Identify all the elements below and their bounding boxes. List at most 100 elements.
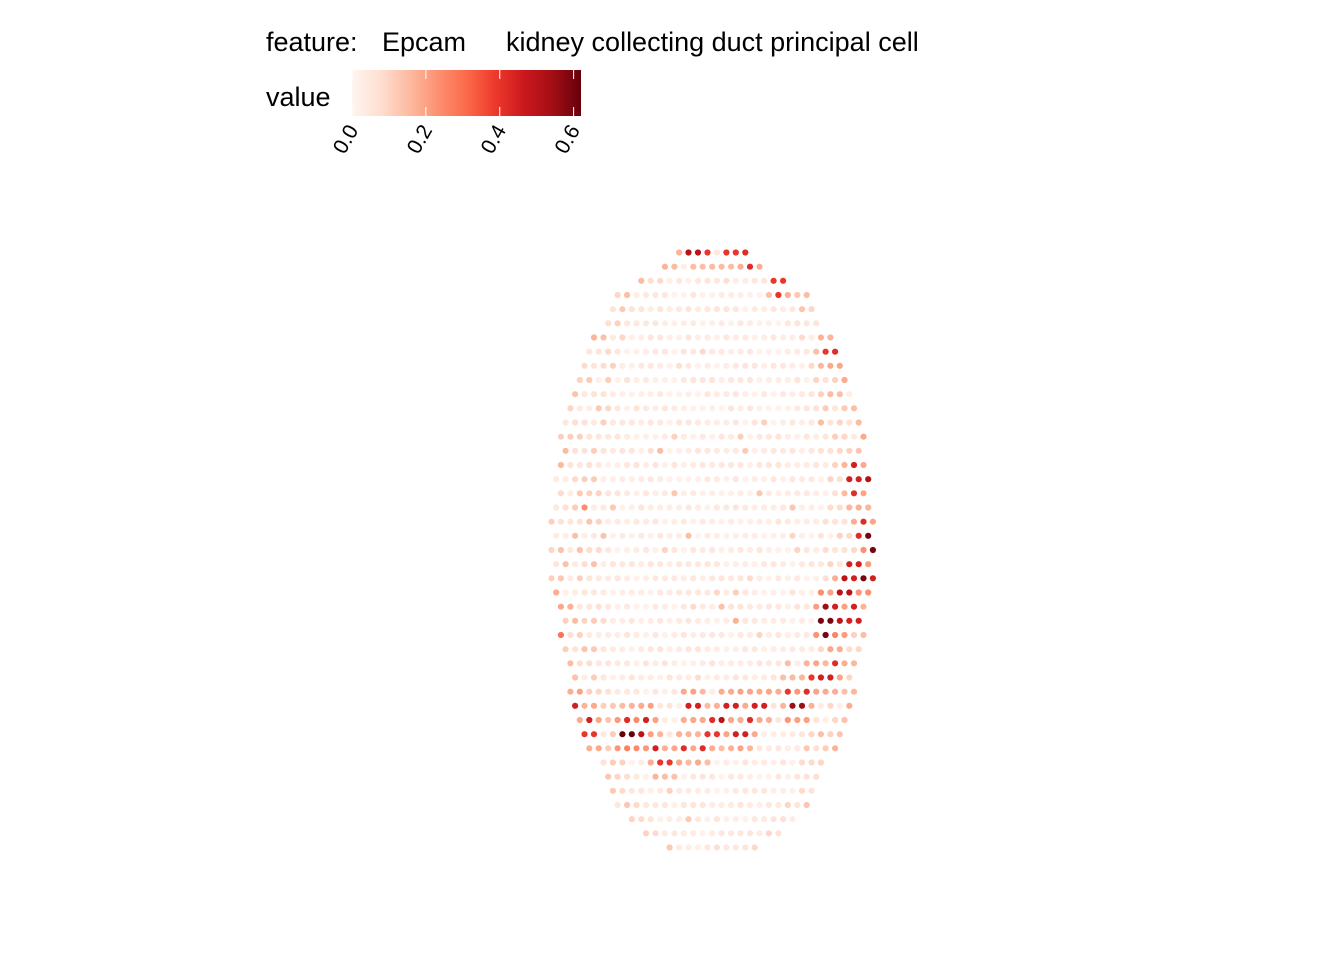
spot bbox=[685, 532, 692, 539]
spot bbox=[638, 334, 645, 341]
spot bbox=[742, 447, 749, 454]
spot bbox=[690, 461, 697, 469]
spot bbox=[756, 546, 763, 554]
spot bbox=[652, 546, 659, 554]
spot bbox=[647, 362, 654, 369]
spot bbox=[657, 759, 664, 766]
spot bbox=[676, 391, 683, 398]
spot bbox=[709, 291, 716, 299]
spot bbox=[817, 646, 825, 653]
spot bbox=[756, 603, 763, 610]
spot bbox=[671, 660, 678, 667]
spot bbox=[642, 716, 650, 724]
spot bbox=[709, 631, 716, 639]
spot bbox=[671, 688, 678, 695]
spot bbox=[647, 787, 654, 794]
spot bbox=[827, 646, 834, 653]
spot bbox=[576, 433, 583, 440]
spot bbox=[661, 461, 669, 469]
spot bbox=[869, 546, 877, 554]
spot bbox=[690, 716, 697, 724]
spot bbox=[756, 660, 763, 667]
spot bbox=[647, 674, 654, 681]
spot bbox=[609, 646, 617, 653]
spot bbox=[553, 504, 560, 511]
spot bbox=[638, 504, 645, 511]
spot bbox=[676, 674, 683, 681]
spot bbox=[822, 688, 829, 695]
spot bbox=[713, 816, 721, 823]
spot bbox=[661, 745, 669, 752]
spot bbox=[846, 476, 853, 483]
spot bbox=[723, 589, 730, 596]
spot bbox=[676, 249, 683, 256]
spot bbox=[713, 646, 721, 653]
spot bbox=[718, 518, 725, 525]
spot bbox=[789, 504, 796, 511]
spot bbox=[794, 490, 801, 497]
spot bbox=[638, 277, 645, 284]
spot bbox=[846, 419, 853, 426]
spot bbox=[619, 532, 626, 539]
spot bbox=[605, 603, 612, 610]
spot bbox=[680, 320, 687, 327]
spot bbox=[850, 660, 858, 667]
spot bbox=[841, 376, 848, 384]
spot bbox=[595, 716, 602, 724]
spot bbox=[846, 646, 853, 653]
spot bbox=[737, 745, 744, 752]
spot bbox=[699, 518, 706, 525]
spot bbox=[803, 688, 810, 695]
spot bbox=[694, 617, 702, 624]
spot bbox=[666, 504, 673, 511]
spot bbox=[642, 291, 650, 299]
spot bbox=[822, 745, 829, 752]
spot bbox=[562, 419, 569, 426]
title-feature-value: Epcam bbox=[382, 27, 466, 57]
spot bbox=[694, 391, 702, 398]
spot bbox=[751, 476, 758, 483]
spot bbox=[836, 617, 843, 624]
spot bbox=[728, 461, 735, 469]
spot bbox=[624, 320, 631, 327]
spot bbox=[586, 546, 593, 554]
spot bbox=[803, 490, 810, 497]
spot bbox=[619, 617, 626, 624]
spot bbox=[600, 617, 607, 624]
spot bbox=[590, 447, 598, 454]
spot bbox=[808, 617, 815, 624]
spot bbox=[624, 745, 631, 752]
spot bbox=[775, 546, 782, 554]
spot bbox=[713, 504, 721, 511]
spot bbox=[600, 589, 607, 596]
spot bbox=[789, 476, 796, 483]
spot bbox=[709, 603, 716, 610]
spot bbox=[850, 631, 858, 639]
spot bbox=[832, 603, 839, 610]
spot bbox=[690, 745, 697, 752]
spot bbox=[699, 546, 706, 554]
spot bbox=[595, 433, 602, 440]
spot bbox=[784, 461, 791, 469]
spot bbox=[633, 660, 640, 667]
spot bbox=[751, 306, 758, 313]
spot bbox=[784, 801, 791, 809]
spot bbox=[780, 306, 787, 313]
spot bbox=[775, 376, 782, 384]
spot bbox=[680, 801, 687, 809]
spot bbox=[822, 405, 829, 412]
spot bbox=[676, 702, 683, 709]
spot bbox=[761, 759, 768, 766]
spot bbox=[728, 546, 735, 554]
spot bbox=[761, 731, 768, 738]
spot bbox=[642, 518, 650, 525]
spot bbox=[666, 844, 673, 851]
spot bbox=[742, 589, 749, 596]
spot bbox=[671, 320, 678, 327]
spot bbox=[709, 348, 716, 355]
spot bbox=[770, 334, 777, 341]
spot bbox=[567, 631, 574, 639]
spot bbox=[869, 518, 877, 525]
spot bbox=[647, 646, 654, 653]
spot bbox=[817, 391, 825, 398]
